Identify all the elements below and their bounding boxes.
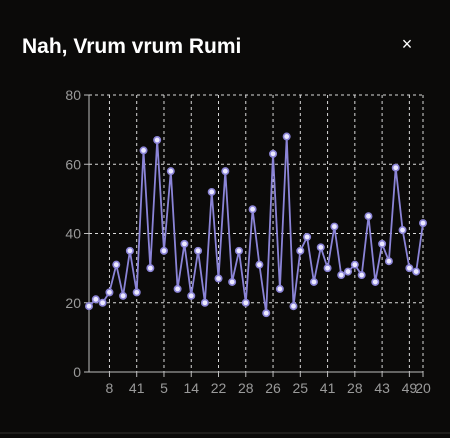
data-point [229,279,235,285]
data-point [188,293,194,299]
data-point [154,137,160,143]
data-point [290,303,296,309]
chart-series [86,133,426,316]
series-line [89,137,423,314]
data-point [140,147,146,153]
x-tick-label: 28 [347,380,363,396]
bottom-divider [0,432,450,434]
data-point [420,220,426,226]
data-point [393,165,399,171]
y-tick-label: 80 [65,87,81,103]
data-point [297,248,303,254]
data-point [379,241,385,247]
data-point [243,300,249,306]
x-tick-label: 41 [129,380,145,396]
data-point [372,279,378,285]
data-point [106,289,112,295]
data-point [120,293,126,299]
data-point [352,261,358,267]
data-point [256,261,262,267]
x-tick-label: 5 [160,380,168,396]
x-tick-label: 43 [374,380,390,396]
data-point [134,289,140,295]
data-point [195,248,201,254]
x-tick-label: 20 [415,380,431,396]
data-point [277,286,283,292]
data-point [147,265,153,271]
data-point [249,206,255,212]
x-tick-label: 8 [106,380,114,396]
x-tick-label: 22 [211,380,227,396]
data-point [236,248,242,254]
data-point [358,272,364,278]
y-tick-label: 0 [73,364,81,380]
data-point [399,227,405,233]
data-point [263,310,269,316]
data-point [93,296,99,302]
y-axis-ticks: 0 20 40 60 80 [65,87,89,380]
y-tick-label: 60 [65,156,81,172]
data-point [174,286,180,292]
data-point [161,248,167,254]
data-point [270,151,276,157]
x-tick-label: 28 [238,380,254,396]
data-point [331,223,337,229]
data-point [311,279,317,285]
x-tick-label: 41 [320,380,336,396]
data-point [99,300,105,306]
x-tick-label: 25 [293,380,309,396]
y-tick-label: 20 [65,295,81,311]
data-point [208,189,214,195]
data-point [86,303,92,309]
data-point [365,213,371,219]
data-point [181,241,187,247]
data-point [386,258,392,264]
data-point [202,300,208,306]
data-point [168,168,174,174]
data-point [338,272,344,278]
data-point [283,133,289,139]
data-point [113,261,119,267]
x-tick-label: 14 [183,380,199,396]
data-point [318,244,324,250]
x-tick-label: 26 [265,380,281,396]
data-point [345,268,351,274]
y-tick-label: 40 [65,226,81,242]
data-point [127,248,133,254]
data-point [304,234,310,240]
data-point [406,265,412,271]
data-point [324,265,330,271]
data-point [222,168,228,174]
data-point [215,275,221,281]
data-point [413,268,419,274]
